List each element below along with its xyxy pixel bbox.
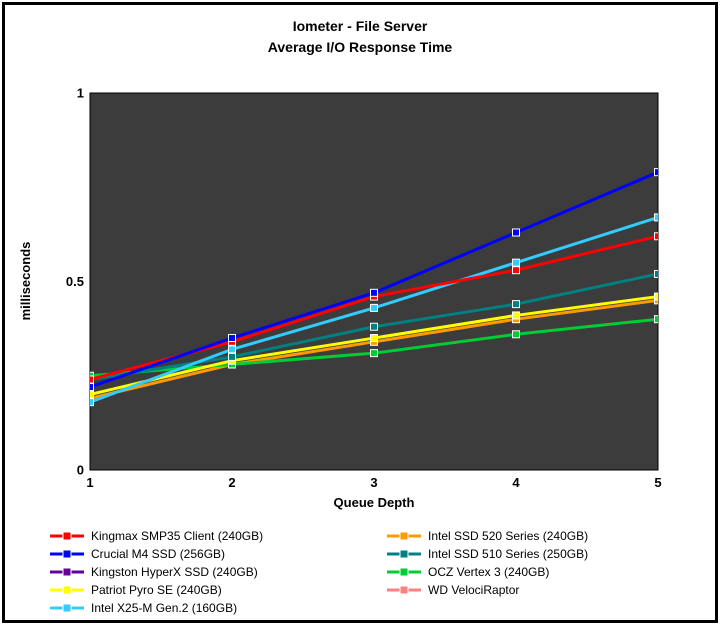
series-marker-intel-x25-m-gen-2-160gb [654,213,658,222]
x-tick-label: 4 [512,475,520,490]
series-marker-intel-x25-m-gen-2-160gb [512,258,520,267]
legend-key-marker [399,531,409,541]
legend-key-marker [62,585,72,595]
chart-title-line2: Average I/O Response Time [267,39,453,55]
legend-item-label: Intel SSD 520 Series (240GB) [428,529,589,543]
x-tick-label: 3 [370,475,377,490]
series-marker-crucial-m4-ssd-256gb [90,383,94,392]
legend-key-icon [50,603,84,613]
series-marker-patriot-pyro-se-240gb [370,334,378,343]
chart-legend: Kingmax SMP35 Client (240GB) Crucial M4 S… [50,527,680,617]
legend-item-patriot-pyro-se-240gb: Patriot Pyro SE (240GB) [50,581,387,599]
legend-item-label: WD VelociRaptor [428,583,520,597]
legend-item-label: Crucial M4 SSD (256GB) [91,547,226,561]
series-marker-crucial-m4-ssd-256gb [512,228,520,237]
legend-key-icon [50,567,84,577]
series-marker-intel-ssd-510-series-250gb [370,322,378,331]
legend-item-kingmax-smp35-client-240gb: Kingmax SMP35 Client (240GB) [50,527,387,545]
series-marker-crucial-m4-ssd-256gb [654,168,658,177]
legend-item-crucial-m4-ssd-256gb: Crucial M4 SSD (256GB) [50,545,387,563]
legend-key-icon [50,549,84,559]
legend-key-marker [399,549,409,559]
series-marker-ocz-vertex-3-240gb [654,315,658,324]
legend-item-label: Intel X25-M Gen.2 (160GB) [91,601,238,615]
legend-item-label: Kingston HyperX SSD (240GB) [91,565,258,579]
y-axis-title: milliseconds [18,242,33,321]
legend-item-label: Intel SSD 510 Series (250GB) [428,547,589,561]
legend-item-label: Patriot Pyro SE (240GB) [91,583,222,597]
legend-key-marker [62,549,72,559]
plot-area [89,92,659,471]
x-tick-label: 2 [228,475,235,490]
chart-title-line1: Iometer - File Server [292,18,428,34]
x-tick-label: 5 [654,475,661,490]
series-marker-intel-ssd-510-series-250gb [512,300,520,309]
legend-key-marker [62,531,72,541]
series-marker-kingmax-smp35-client-240gb [654,232,658,241]
series-marker-kingmax-smp35-client-240gb [512,266,520,275]
chart-canvas: 10.501 2 3 4 5 Queue Depth milliseconds [18,86,662,511]
series-marker-intel-ssd-510-series-250gb [654,269,658,278]
y-tick-label: 0.5 [66,274,84,289]
series-marker-ocz-vertex-3-240gb [370,349,378,358]
chart-title: Iometer - File Server Average I/O Respon… [0,16,720,58]
legend-item-intel-ssd-520-series-240gb: Intel SSD 520 Series (240GB) [387,527,680,545]
series-marker-crucial-m4-ssd-256gb [370,288,378,297]
series-marker-patriot-pyro-se-240gb [654,292,658,301]
legend-key-marker [62,567,72,577]
legend-key-marker [62,603,72,613]
legend-key-icon [50,531,84,541]
series-marker-patriot-pyro-se-240gb [90,390,94,399]
legend-key-icon [50,585,84,595]
x-axis-title: Queue Depth [334,495,415,510]
series-marker-crucial-m4-ssd-256gb [228,334,236,343]
legend-item-label: OCZ Vertex 3 (240GB) [428,565,550,579]
legend-item-wd-velociraptor: WD VelociRaptor [387,581,680,599]
legend-item-intel-ssd-510-series-250gb: Intel SSD 510 Series (250GB) [387,545,680,563]
legend-column: Intel SSD 520 Series (240GB) Intel SSD 51… [387,527,680,617]
legend-key-icon [387,585,421,595]
series-group [90,168,658,407]
series-marker-intel-x25-m-gen-2-160gb [90,398,94,407]
legend-key-marker [399,567,409,577]
legend-key-icon [387,531,421,541]
legend-item-kingston-hyperx-ssd-240gb: Kingston HyperX SSD (240GB) [50,563,387,581]
series-marker-intel-ssd-510-series-250gb [228,352,236,361]
legend-item-intel-x25-m-gen-2-160gb: Intel X25-M Gen.2 (160GB) [50,599,387,617]
legend-key-icon [387,549,421,559]
y-tick-label: 0 [77,463,84,478]
series-marker-patriot-pyro-se-240gb [512,311,520,320]
legend-item-ocz-vertex-3-240gb: OCZ Vertex 3 (240GB) [387,563,680,581]
series-marker-ocz-vertex-3-240gb [512,330,520,339]
y-tick-label: 1 [77,86,84,101]
legend-key-icon [387,567,421,577]
x-tick-label: 1 [86,475,93,490]
legend-column: Kingmax SMP35 Client (240GB) Crucial M4 S… [50,527,387,617]
legend-item-label: Kingmax SMP35 Client (240GB) [91,529,264,543]
tick-labels: 10.501 2 3 4 5 [66,86,662,491]
legend-key-marker [399,585,409,595]
series-marker-intel-x25-m-gen-2-160gb [370,303,378,312]
series-marker-intel-x25-m-gen-2-160gb [228,345,236,354]
series-marker-kingmax-smp35-client-240gb [90,375,94,384]
